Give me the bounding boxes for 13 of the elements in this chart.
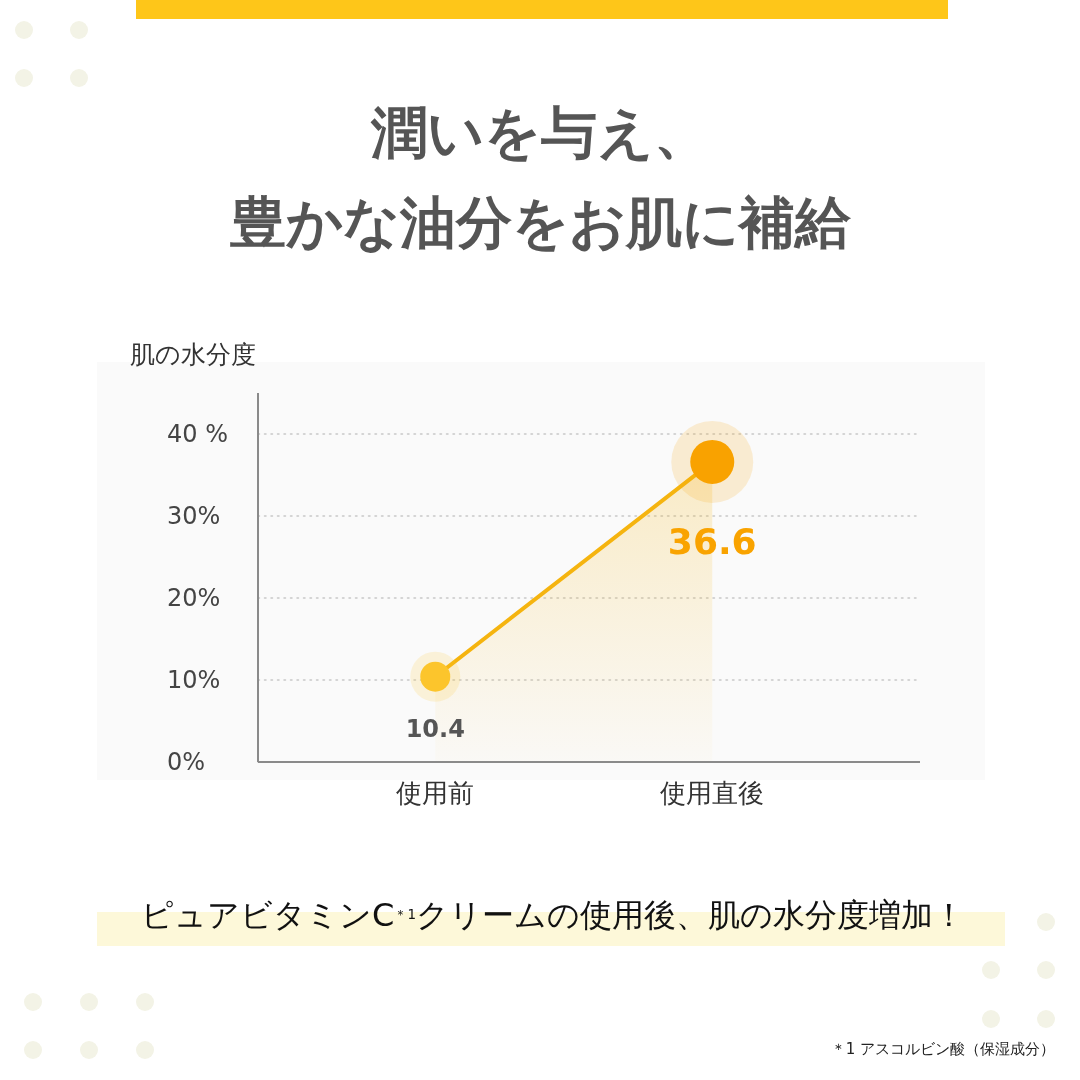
y-axis-title: 肌の水分度 <box>130 340 256 369</box>
chart-title: 潤いを与え、豊かな油分をお肌に補給 <box>229 100 852 255</box>
text: ＊1 アスコルビン酸（保湿成分） <box>830 1040 1055 1058</box>
x-tick-label: 使用直後 <box>660 778 765 808</box>
y-tick-label: 40 % <box>167 420 228 448</box>
y-tick-label: 30% <box>167 502 221 530</box>
data-label: 10.4 <box>405 714 465 743</box>
y-tick-label: 0% <box>167 748 206 776</box>
data-label: 36.6 <box>667 520 757 562</box>
y-tick-label: 10% <box>167 666 221 694</box>
x-tick-label: 使用前 <box>396 778 475 808</box>
text: ピュアビタミンC$^{＊1}$クリームの使用後、肌の水分度増加！ <box>141 896 965 934</box>
y-tick-label: 20% <box>167 584 221 612</box>
